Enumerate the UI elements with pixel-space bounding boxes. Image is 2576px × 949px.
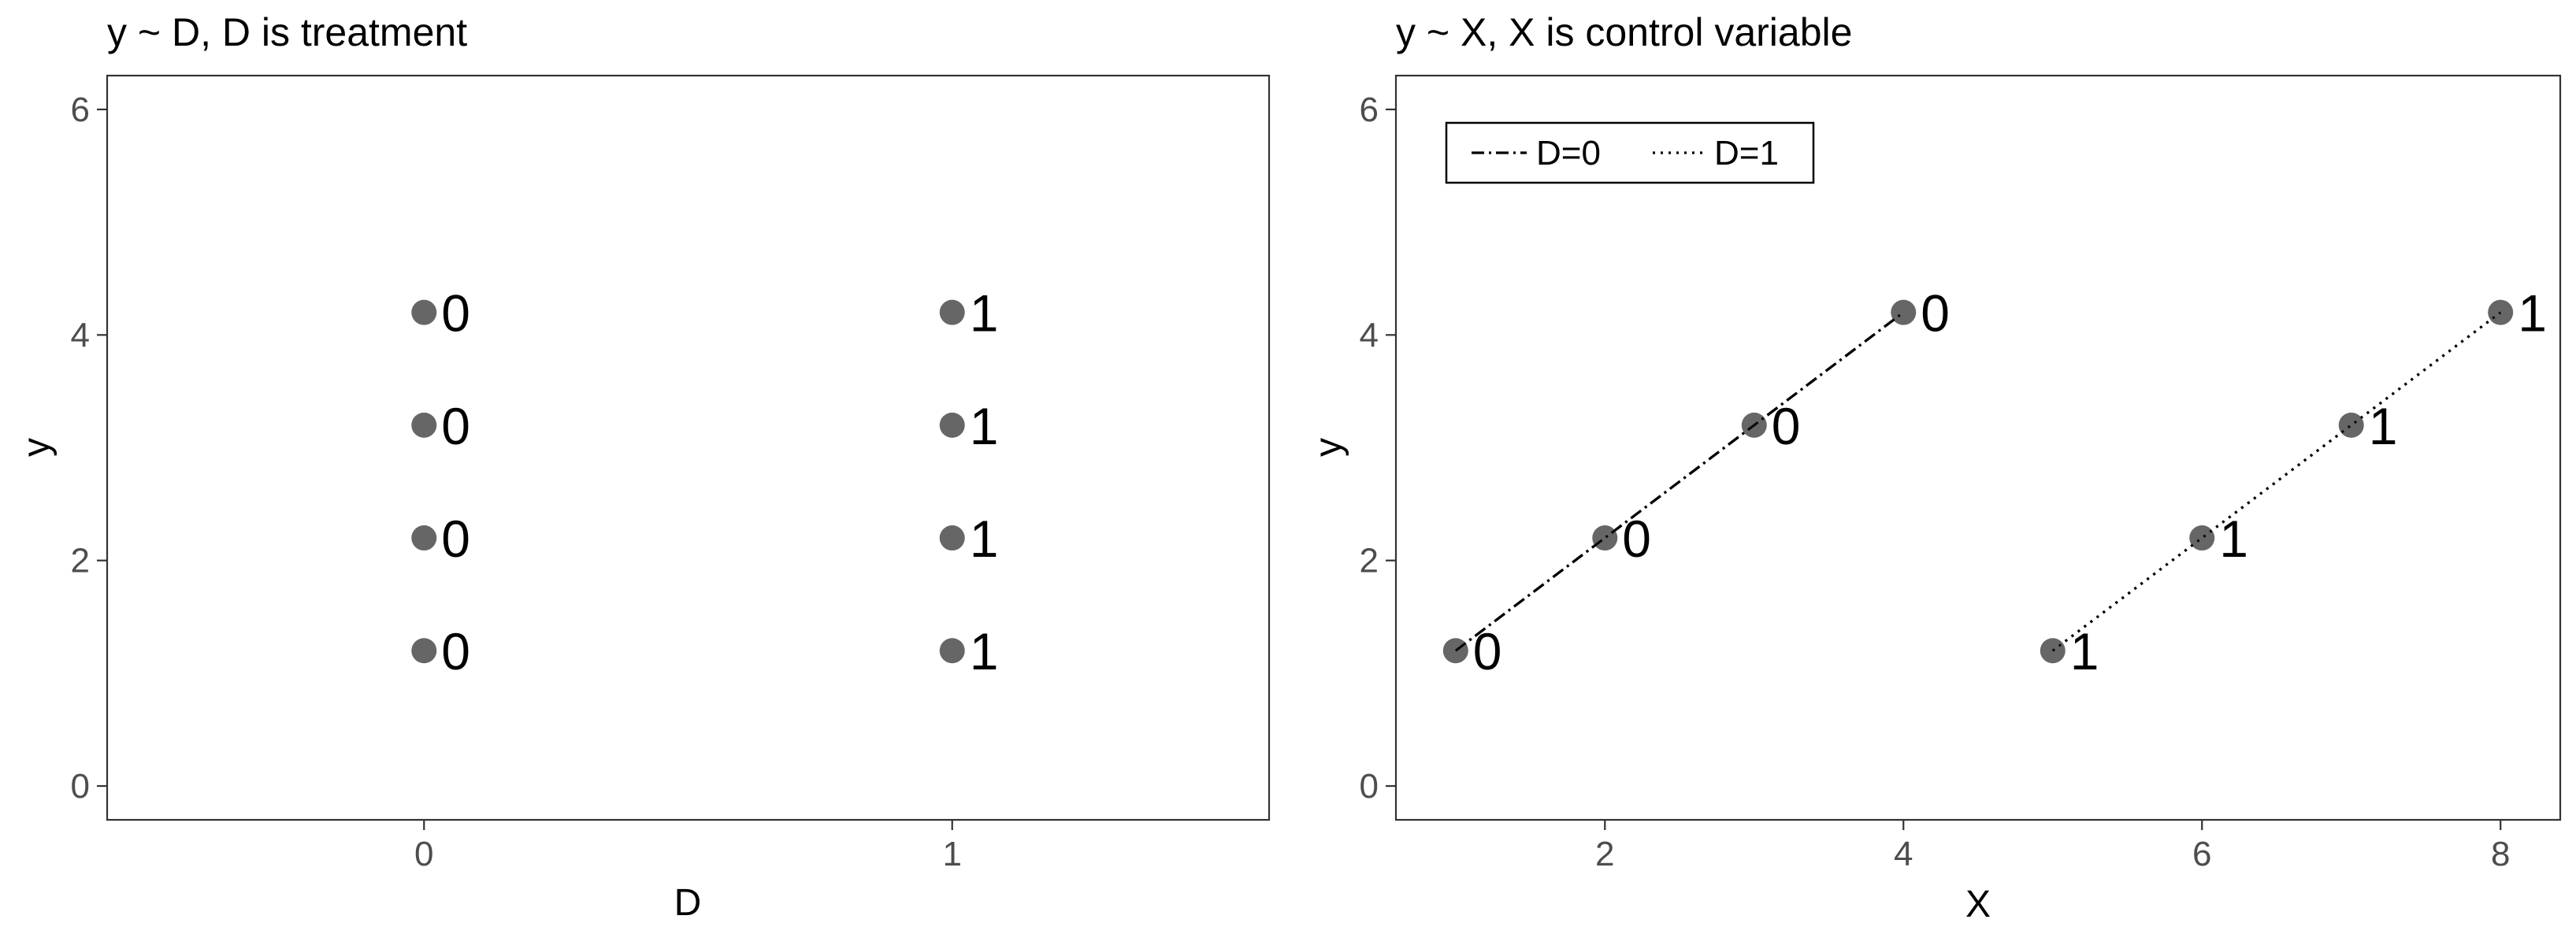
data-point: [939, 525, 965, 551]
x-tick-label: 6: [2192, 835, 2211, 873]
marks-right: 0 2 4 6 2 4 6 8 0 0 0 0 1 1 1 1: [1360, 91, 2547, 873]
x-tick-label: 2: [1595, 835, 1614, 873]
chart-title: y ~ X, X is control variable: [1396, 10, 1852, 54]
y-tick-label: 6: [71, 91, 90, 129]
x-tick-label: 4: [1894, 835, 1913, 873]
point-label: 1: [970, 622, 999, 680]
y-axis-title: y: [1308, 438, 1349, 457]
data-point: [939, 412, 965, 438]
data-point: [1891, 299, 1917, 325]
point-label: 0: [441, 397, 470, 455]
point-label: 1: [2219, 510, 2248, 568]
y-axis-title: y: [16, 438, 58, 457]
legend: D=0 D=1: [1445, 121, 1815, 184]
point-label: 0: [1473, 622, 1502, 680]
y-tick-label: 2: [1360, 542, 1379, 580]
series-line-overlay-0: [1454, 311, 1905, 652]
x-tick-label: 0: [414, 835, 433, 873]
legend-label-d0: D=0: [1536, 134, 1601, 172]
x-tick-label: 1: [942, 835, 961, 873]
point-label: 1: [970, 510, 999, 568]
legend-label-d1: D=1: [1714, 134, 1779, 172]
plot-panel-border: [106, 74, 1271, 821]
point-label: 0: [1772, 397, 1801, 455]
y-tick-label: 0: [1360, 767, 1379, 806]
x-axis-title: D: [674, 882, 702, 924]
y-tick-label: 2: [71, 542, 90, 580]
data-point: [411, 525, 437, 551]
x-tick-label: 8: [2491, 835, 2510, 873]
data-point: [2189, 525, 2215, 551]
y-tick-label: 4: [71, 316, 90, 354]
point-label: 0: [441, 510, 470, 568]
point-label: 0: [1921, 284, 1950, 343]
marks-left: 0 2 4 6 0 1 0 0 0 0 1 1 1 1: [71, 91, 999, 873]
point-label: 1: [2518, 284, 2547, 343]
point-label: 1: [970, 397, 999, 455]
chart-title: y ~ D, D is treatment: [107, 10, 467, 54]
point-label: 0: [441, 284, 470, 343]
point-label: 1: [2369, 397, 2398, 455]
data-point: [411, 412, 437, 438]
data-point: [411, 638, 437, 664]
point-label: 1: [970, 284, 999, 343]
data-point: [939, 299, 965, 325]
y-tick-label: 0: [71, 767, 90, 806]
panel-left: y ~ D, D is treatment 0 2 4 6 0 1 0 0 0 0 1 1 1 1 D y: [16, 10, 1271, 924]
point-label: 0: [441, 622, 470, 680]
y-tick-label: 4: [1360, 316, 1379, 354]
data-point: [939, 638, 965, 664]
data-point: [2338, 412, 2364, 438]
data-point: [1592, 525, 1618, 551]
point-label: 0: [1622, 510, 1651, 568]
y-tick-label: 6: [1360, 91, 1379, 129]
point-label: 1: [2070, 622, 2099, 680]
x-axis-title: X: [1965, 884, 1991, 925]
plot-panel-border: [1394, 74, 2562, 821]
data-point: [411, 299, 437, 325]
